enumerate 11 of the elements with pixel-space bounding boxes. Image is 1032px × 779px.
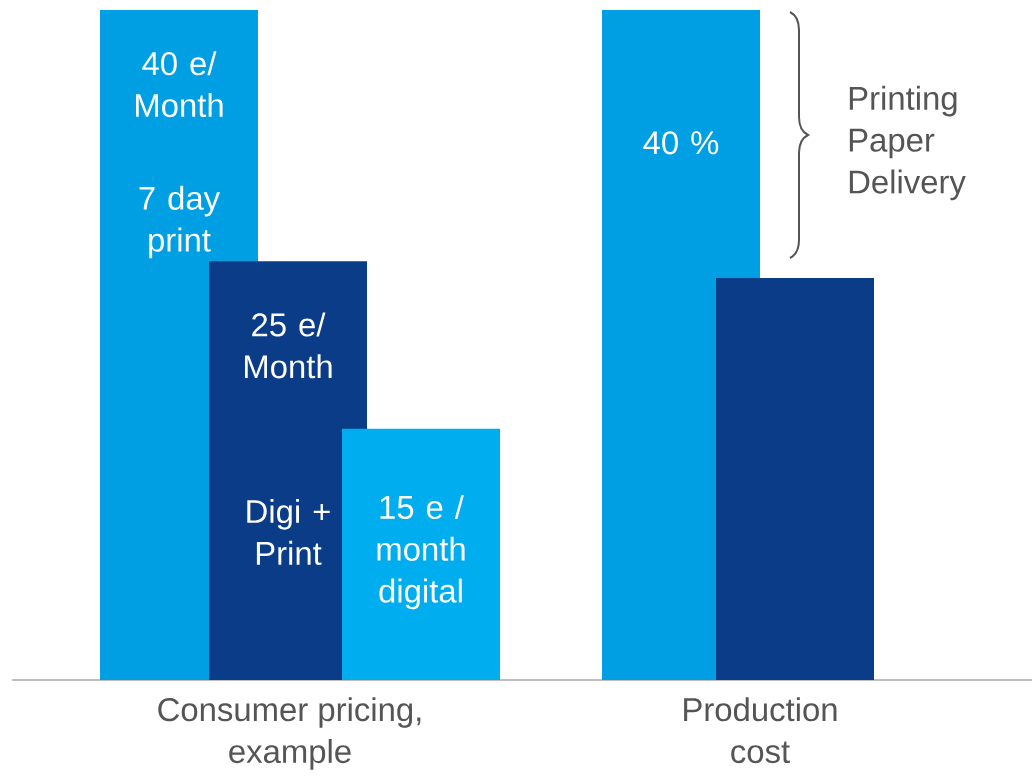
annotation: Printing Paper Delivery <box>849 85 966 201</box>
x-tick-label: Production cost <box>684 697 837 764</box>
bar <box>342 428 500 680</box>
data-label: 40 e/ Month <box>136 51 223 118</box>
data-label: 25 e/ Month <box>245 312 332 379</box>
data-label: 40 % <box>643 131 719 155</box>
bar <box>716 278 874 680</box>
data-label: 15 e / month digital <box>377 494 465 610</box>
annotation: 7 day print <box>139 185 221 259</box>
annotation: Digi + Print <box>247 499 330 565</box>
x-tick-label: Consumer pricing, example <box>158 697 421 770</box>
